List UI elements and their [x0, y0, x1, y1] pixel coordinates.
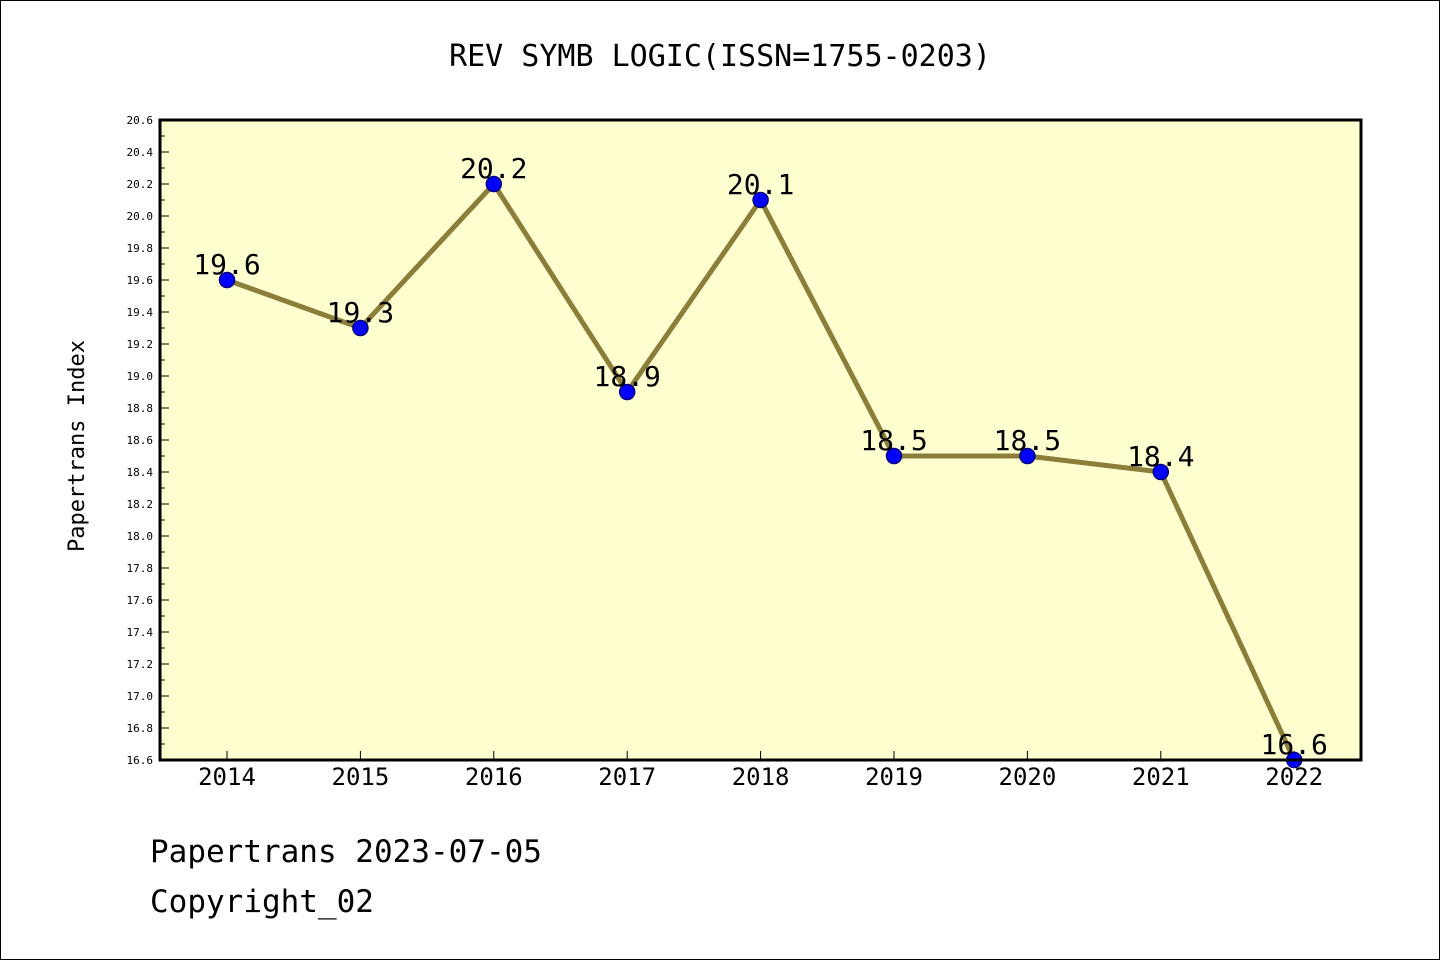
y-tick-label: 18.6: [127, 434, 154, 447]
data-label: 20.1: [727, 168, 794, 201]
y-axis-label: Papertrans Index: [65, 340, 90, 552]
data-label: 19.3: [327, 296, 394, 329]
data-labels: 19.6 19.3 20.2 18.9 20.1 18.5 18.5 18.4 16.6: [193, 152, 1328, 761]
data-point: [218, 271, 236, 289]
x-tick-label: 2018: [732, 763, 790, 791]
chart-title: REV SYMB LOGIC(ISSN=1755-0203): [449, 39, 991, 74]
x-tick-label: 2014: [198, 763, 256, 791]
y-tick-label: 20.0: [127, 210, 154, 223]
data-point: [485, 175, 503, 193]
data-point: [1152, 463, 1170, 481]
y-tick-label: 17.4: [127, 626, 154, 639]
y-tick-label: 20.2: [127, 178, 154, 191]
y-tick-label: 17.8: [127, 562, 154, 575]
y-tick-label: 20.4: [127, 146, 154, 159]
data-label: 19.6: [193, 248, 260, 281]
y-tick-label: 17.6: [127, 594, 154, 607]
y-tick-label: 18.0: [127, 530, 154, 543]
y-tick-label: 19.6: [127, 274, 154, 287]
y-tick-label: 20.6: [127, 114, 154, 127]
data-point: [618, 383, 636, 401]
x-tick-label: 2021: [1132, 763, 1190, 791]
footer-copyright: Copyright_02: [150, 884, 374, 920]
y-tick-label: 19.8: [127, 242, 154, 255]
data-label: 20.2: [460, 152, 527, 185]
data-point: [1019, 447, 1036, 465]
data-label: 18.5: [860, 424, 927, 457]
y-tick-label: 18.2: [127, 498, 154, 511]
data-point: [752, 191, 769, 209]
plot-frame: [158, 118, 1363, 762]
y-axis: 16.6 16.8 17.0 17.2 17.4 17.6 17.8 18.0 18.2 18.4…: [127, 114, 169, 767]
plot-area: [160, 120, 1361, 760]
y-tick-label: 19.4: [127, 306, 154, 319]
data-label: 18.5: [994, 424, 1061, 457]
data-point: [352, 319, 369, 337]
x-tick-label: 2017: [598, 763, 656, 791]
y-tick-label: 16.8: [127, 722, 154, 735]
data-series: [218, 175, 1303, 769]
data-label: 18.9: [593, 360, 660, 393]
x-tick-label: 2019: [865, 763, 923, 791]
data-label: 18.4: [1127, 440, 1194, 473]
y-tick-label: 19.2: [127, 338, 154, 351]
y-tick-label: 18.4: [127, 466, 154, 479]
x-axis: 2014 2015 2016 2017 2018 2019 2020 2021 2022: [198, 751, 1323, 791]
y-tick-label: 18.8: [127, 402, 154, 415]
y-tick-label: 17.2: [127, 658, 154, 671]
footer-date: Papertrans 2023-07-05: [150, 834, 542, 870]
x-tick-label: 2016: [465, 763, 523, 791]
x-tick-label: 2015: [332, 763, 390, 791]
y-tick-label: 16.6: [127, 754, 154, 767]
data-label: 16.6: [1260, 728, 1327, 761]
y-tick-label: 17.0: [127, 690, 154, 703]
x-tick-label: 2020: [999, 763, 1057, 791]
y-tick-label: 19.0: [127, 370, 154, 383]
data-point: [885, 447, 903, 465]
